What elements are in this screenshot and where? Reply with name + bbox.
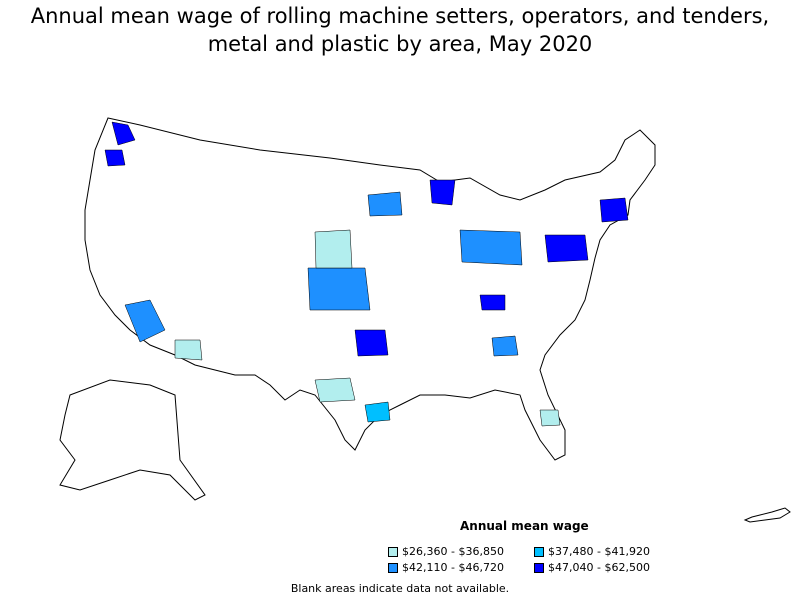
legend-title: Annual mean wage: [460, 519, 589, 533]
region-pennsylvania: [544, 234, 589, 263]
map-title-line-2: metal and plastic by area, May 2020: [207, 32, 593, 56]
region-texas: [314, 377, 356, 403]
map-title: Annual mean wage of rolling machine sett…: [0, 2, 800, 58]
legend-swatch-3: [534, 546, 544, 557]
legend-label-1: $26,360 - $36,850: [402, 545, 504, 558]
region-michigan-ohio: [459, 229, 523, 266]
region-seattle: [111, 121, 136, 146]
footnote: Blank areas indicate data not available.: [290, 582, 510, 595]
legend-swatch-4: [534, 562, 544, 573]
legend-item-2: $42,110 - $46,720: [388, 561, 504, 574]
region-portland: [104, 149, 126, 167]
map-title-line-1: Annual mean wage of rolling machine sett…: [30, 4, 770, 28]
region-houston: [364, 401, 391, 423]
legend-item-3: $37,480 - $41,920: [534, 545, 650, 558]
region-georgia: [491, 335, 519, 357]
legend-swatch-2: [388, 562, 398, 573]
region-oklahoma: [354, 329, 389, 357]
wage-regions: [104, 121, 629, 427]
legend-swatch-1: [388, 546, 398, 557]
alaska-outline: [59, 379, 206, 501]
region-minnesota: [367, 191, 403, 217]
contiguous-us-outline: [84, 117, 656, 461]
legend-item-1: $26,360 - $36,850: [388, 545, 504, 558]
region-tucson: [174, 339, 203, 361]
legend-label-4: $47,040 - $62,500: [548, 561, 650, 574]
legend-label-3: $37,480 - $41,920: [548, 545, 650, 558]
legend-item-4: $47,040 - $62,500: [534, 561, 650, 574]
region-northeast: [599, 197, 629, 223]
region-kentucky: [479, 294, 506, 311]
region-wisconsin: [429, 179, 456, 206]
region-nebraska: [314, 229, 353, 269]
legend-label-2: $42,110 - $46,720: [402, 561, 504, 574]
region-arizona: [124, 299, 166, 343]
region-florida: [539, 409, 561, 427]
hawaii-outline: [743, 507, 791, 523]
region-colorado-kansas: [307, 267, 371, 311]
